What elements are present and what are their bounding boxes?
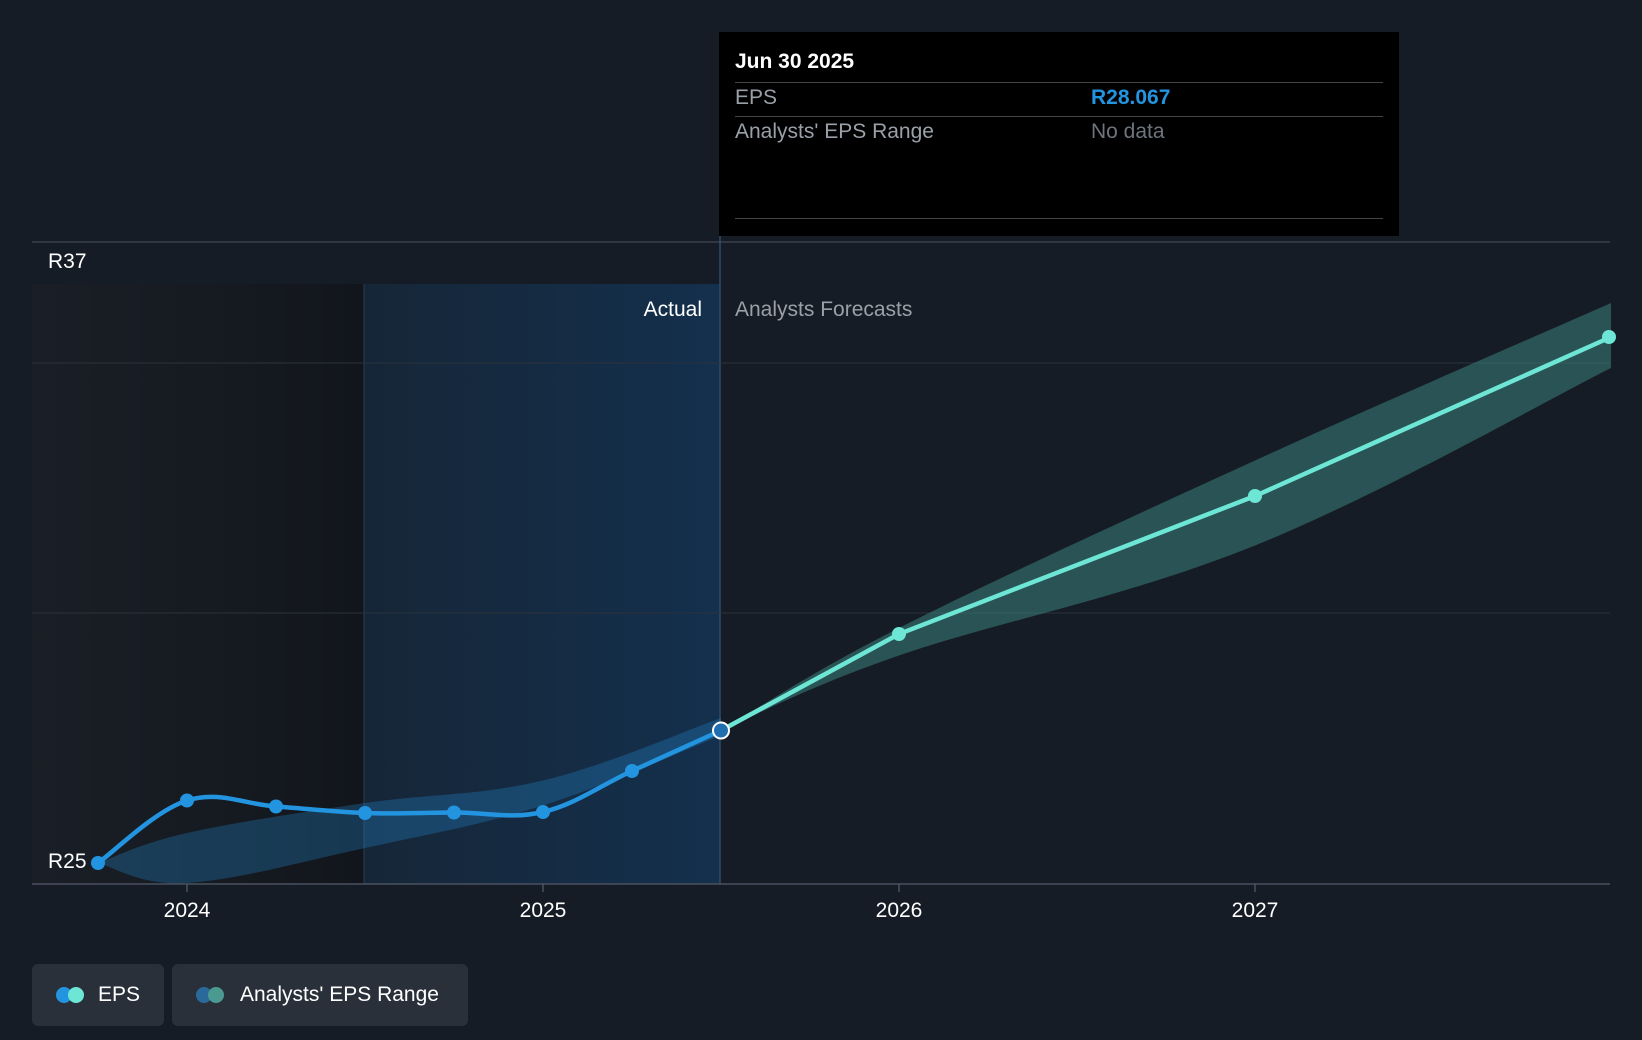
eps-point-actual xyxy=(91,856,105,870)
eps-points xyxy=(91,330,1616,870)
tooltip-divider xyxy=(735,116,1383,117)
legend-range-label: Analysts' EPS Range xyxy=(240,983,439,1006)
eps-range-bands xyxy=(98,303,1611,884)
eps-range-band-actual xyxy=(98,718,721,884)
gridlines xyxy=(32,241,1610,885)
eps-point-forecast xyxy=(1248,489,1262,503)
tooltip: Jun 30 2025 EPS R28.067 Analysts' EPS Ra… xyxy=(719,32,1399,236)
tooltip-range-label: Analysts' EPS Range xyxy=(735,120,934,143)
eps-legend-icon xyxy=(56,986,84,1004)
tooltip-range-value: No data xyxy=(1091,120,1165,143)
x-tick-label: 2026 xyxy=(876,899,923,922)
tooltip-divider xyxy=(735,82,1383,83)
y-label-top: R37 xyxy=(48,250,87,273)
actual-label: Actual xyxy=(644,298,702,321)
eps-point-actual xyxy=(269,799,283,814)
tooltip-eps-label: EPS xyxy=(735,86,778,109)
eps-point-actual xyxy=(447,805,461,820)
x-tick-label: 2025 xyxy=(520,899,567,922)
eps-line-forecast xyxy=(718,334,1614,733)
eps-range-band-forecast xyxy=(721,303,1611,731)
eps-point-actual xyxy=(536,805,550,819)
tooltip-date: Jun 30 2025 xyxy=(735,50,855,73)
x-tick-label: 2027 xyxy=(1232,899,1279,922)
tooltip-eps-value: R28.067 xyxy=(1091,86,1171,109)
legend-eps-label: EPS xyxy=(97,983,140,1006)
eps-point-actual xyxy=(180,793,194,808)
y-label-bottom: R25 xyxy=(48,850,87,873)
legend-eps[interactable]: EPS xyxy=(32,964,164,1026)
forecast-label: Analysts Forecasts xyxy=(735,298,912,321)
range-legend-icon xyxy=(196,986,226,1004)
eps-point-forecast xyxy=(892,627,906,641)
eps-point-actual xyxy=(358,806,372,820)
tooltip-divider xyxy=(735,218,1383,219)
eps-point-forecast xyxy=(1602,330,1616,344)
past-region xyxy=(32,284,364,884)
eps-point-highlight xyxy=(712,721,730,740)
x-axis-ticks: 2024 2025 2026 2027 xyxy=(164,884,1279,922)
eps-point-actual xyxy=(625,764,639,778)
legend-eps-range[interactable]: Analysts' EPS Range xyxy=(172,964,468,1026)
x-tick-label: 2024 xyxy=(164,899,211,922)
actual-region xyxy=(364,284,720,884)
